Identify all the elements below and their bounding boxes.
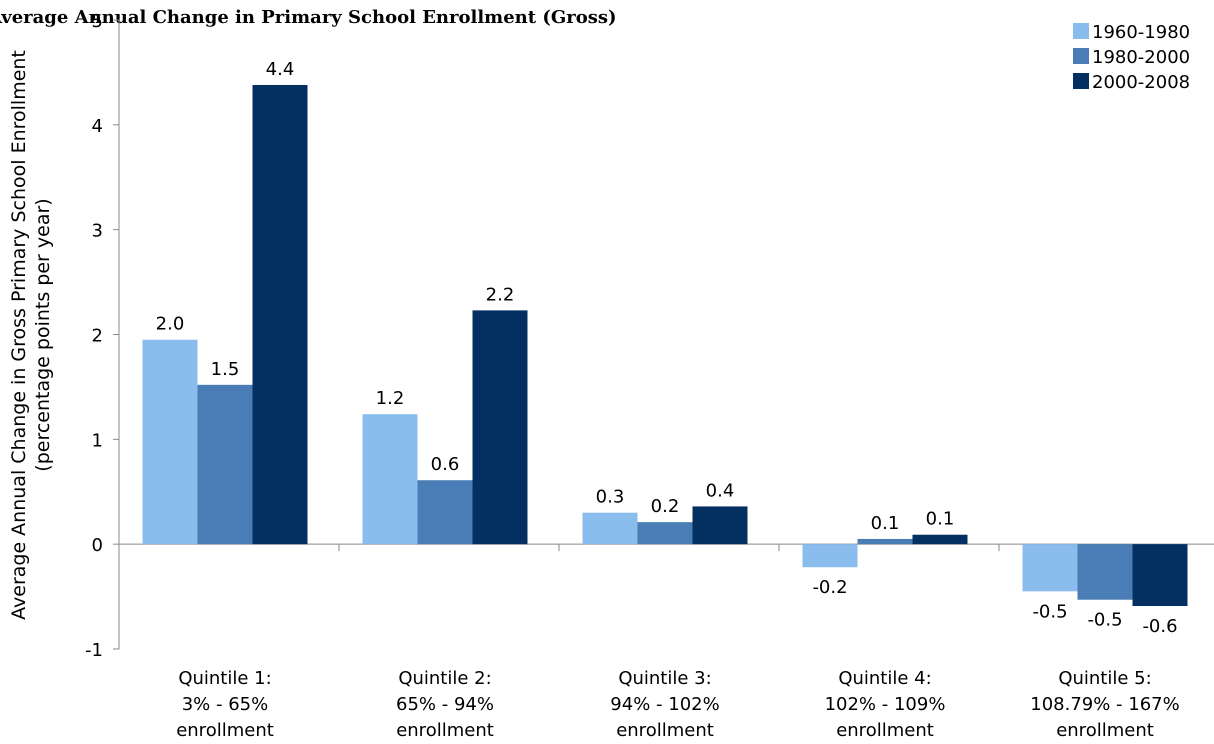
bar-2000-2008 xyxy=(1132,544,1188,607)
x-category-label: Quintile 2: xyxy=(398,668,491,689)
bar-1960-1980 xyxy=(1022,544,1078,592)
data-label: 1.5 xyxy=(211,359,240,380)
y-tick-label: -1 xyxy=(85,640,103,661)
y-tick-label: 2 xyxy=(92,326,103,347)
data-label: -0.2 xyxy=(812,577,847,598)
legend: 1960-1980 1980-2000 2000-2008 xyxy=(1073,22,1190,93)
bar-1960-1980 xyxy=(362,414,418,545)
x-category-label: 94% - 102% xyxy=(610,694,719,715)
data-label: 4.4 xyxy=(266,59,295,80)
x-category-label: Quintile 3: xyxy=(618,668,711,689)
legend-swatch xyxy=(1073,23,1089,39)
data-label: 0.6 xyxy=(431,454,460,475)
chart-title: Average Annual Change in Primary School … xyxy=(0,7,617,28)
bar-1980-2000 xyxy=(417,480,473,545)
x-category-label: 102% - 109% xyxy=(825,694,946,715)
data-label: 0.1 xyxy=(871,513,900,534)
data-label: 0.1 xyxy=(926,509,955,530)
bar-2000-2008 xyxy=(912,534,968,545)
data-label: 2.0 xyxy=(156,314,185,335)
legend-swatch xyxy=(1073,48,1089,64)
x-category-label: 3% - 65% xyxy=(182,694,269,715)
data-label: -0.5 xyxy=(1032,601,1067,622)
x-category-label: 65% - 94% xyxy=(396,694,494,715)
legend-label: 2000-2008 xyxy=(1092,72,1190,93)
bar-1960-1980 xyxy=(142,339,198,545)
y-tick-label: 5 xyxy=(92,11,103,32)
bar-1980-2000 xyxy=(857,538,913,545)
data-label: 2.2 xyxy=(486,284,515,305)
y-tick-label: 3 xyxy=(92,221,103,242)
bar-1960-1980 xyxy=(802,544,858,568)
legend-label: 1980-2000 xyxy=(1092,47,1190,68)
x-category-label: Quintile 4: xyxy=(838,668,931,689)
x-category-label: enrollment xyxy=(616,720,714,741)
bar-1960-1980 xyxy=(582,512,638,545)
bar-2000-2008 xyxy=(252,84,308,545)
x-category-label: 108.79% - 167% xyxy=(1030,694,1179,715)
bar-2000-2008 xyxy=(692,506,748,545)
y-tick-label: 0 xyxy=(92,535,103,556)
data-label: 0.3 xyxy=(596,487,625,508)
y-tick-label: 1 xyxy=(92,430,103,451)
bars: 2.0 1.2 0.3 -0.2 -0.5 1.5 0.6 0.2 0.1 -0.5 4.4 2.2 0… xyxy=(142,59,1188,637)
y-axis-label-line: Average Annual Change in Gross Primary S… xyxy=(8,50,30,620)
y-axis-label-line: (percentage points per year) xyxy=(32,198,54,471)
legend-swatch xyxy=(1073,73,1089,89)
bar-1980-2000 xyxy=(1077,544,1133,600)
bar-1980-2000 xyxy=(197,384,253,545)
data-label: 1.2 xyxy=(376,388,405,409)
data-label: -0.5 xyxy=(1087,610,1122,631)
bar-2000-2008 xyxy=(472,310,528,545)
x-category-label: enrollment xyxy=(176,720,274,741)
x-category-label: enrollment xyxy=(836,720,934,741)
x-category-label: enrollment xyxy=(396,720,494,741)
x-category-label: Quintile 5: xyxy=(1058,668,1151,689)
bar-1980-2000 xyxy=(637,522,693,545)
data-label: -0.6 xyxy=(1142,616,1177,637)
data-label: 0.4 xyxy=(706,480,735,501)
y-tick-label: 4 xyxy=(92,116,103,137)
y-axis-label: Average Annual Change in Gross Primary S… xyxy=(8,50,54,620)
x-category-label: Quintile 1: xyxy=(178,668,271,689)
data-label: 0.2 xyxy=(651,496,680,517)
legend-label: 1960-1980 xyxy=(1092,22,1190,43)
x-category-label: enrollment xyxy=(1056,720,1154,741)
